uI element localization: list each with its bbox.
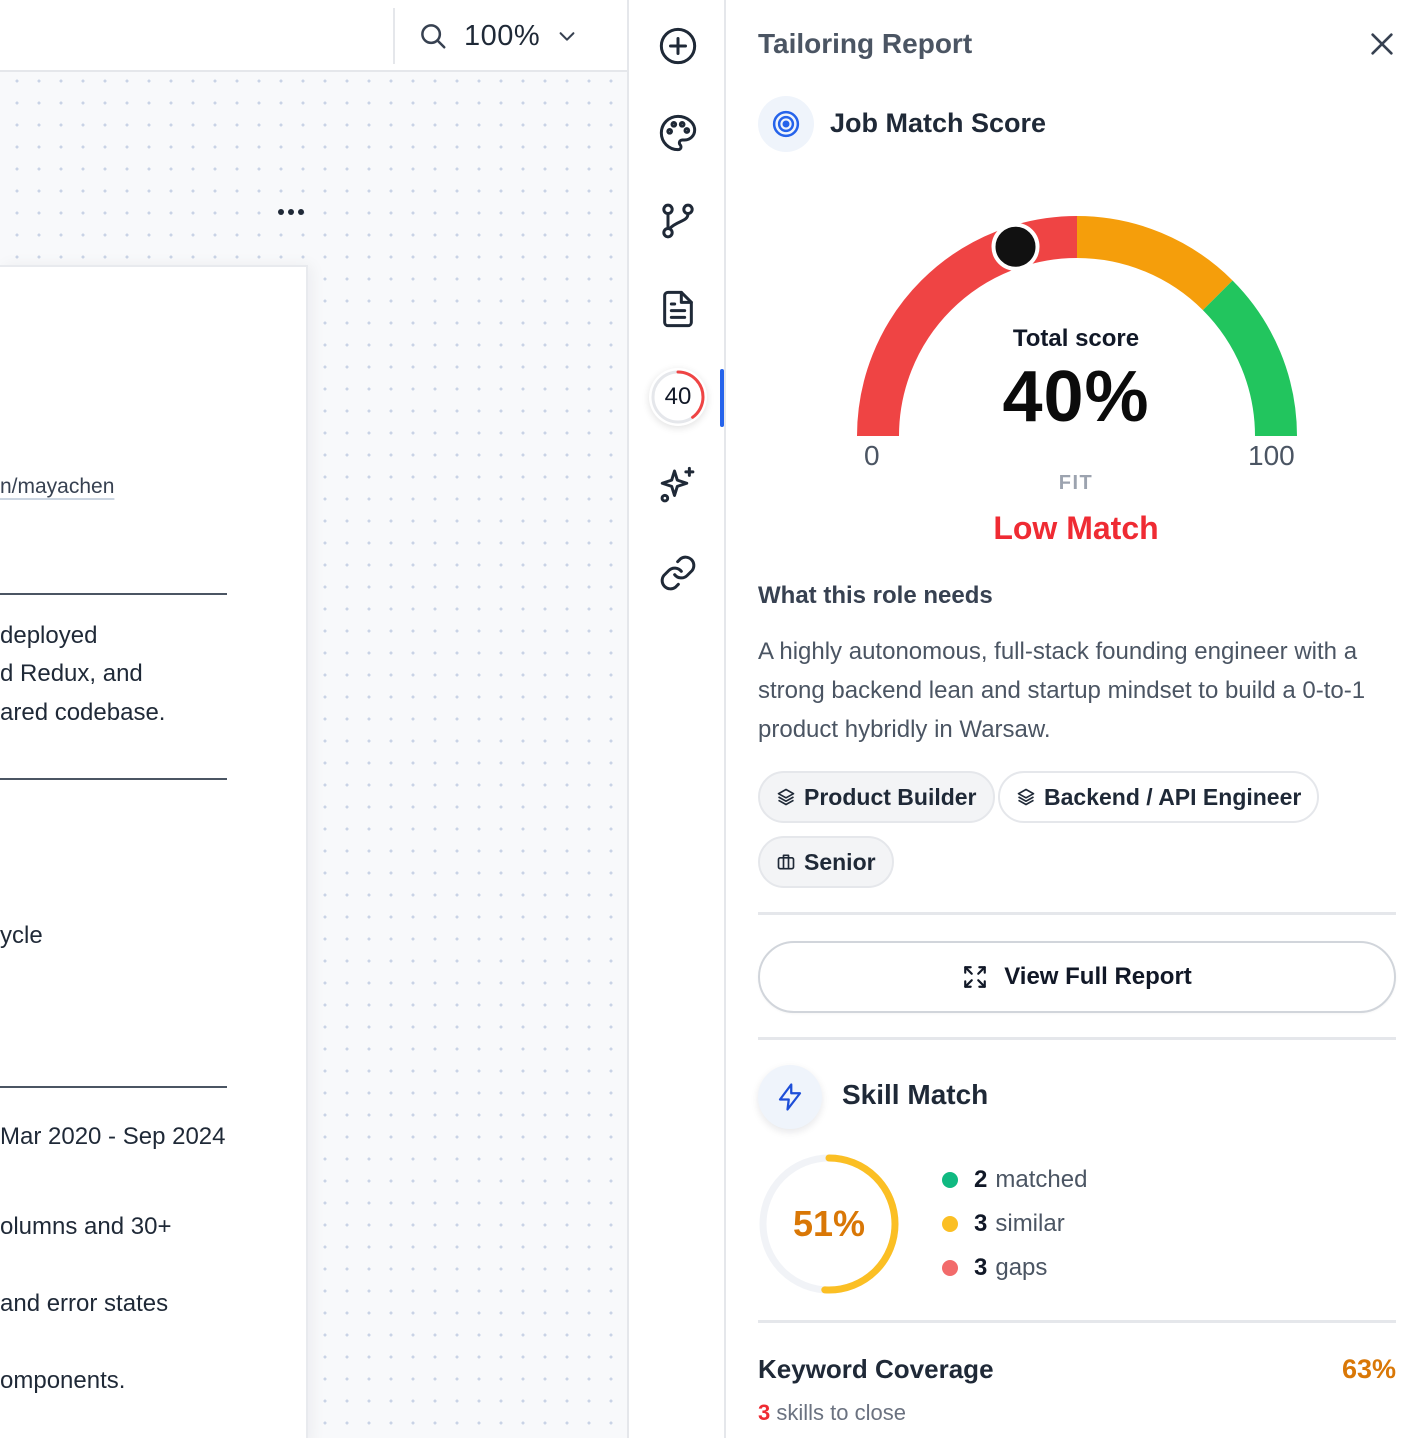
close-icon[interactable] [1366,28,1398,60]
job-match-badge [758,96,814,152]
view-full-report-label: View Full Report [1004,963,1192,990]
role-needs-heading: What this role needs [758,582,993,609]
canvas-toolbar: 100% [0,0,627,72]
expand-icon [964,966,987,988]
chevron-down-icon [559,32,575,41]
summary-line: ared codebase. [0,699,166,726]
total-score-label: Total score [1012,325,1140,352]
tag-label: Backend / API Engineer [1044,783,1302,810]
branch-icon [662,203,694,239]
section-divider [758,1320,1396,1323]
search-icon [421,24,446,49]
briefcase-icon [777,854,795,870]
gauge-high-segment [1202,280,1297,437]
profile-link[interactable]: n/mayachen [0,475,115,498]
job-dates: Mar 2020 - Sep 2024 [0,1123,226,1150]
ai-button[interactable] [657,464,699,506]
add-button[interactable] [657,25,699,67]
skills-to-close-label: skills to close [770,1400,906,1425]
active-indicator [720,369,724,427]
section-divider [758,912,1396,915]
section-divider [0,593,227,595]
experience-line: and error states [0,1290,169,1317]
gauge-max-label: 100 [1248,440,1295,471]
section-divider [0,1086,227,1088]
legend-gaps: 3 gaps [942,1254,1047,1282]
layers-icon [777,788,795,806]
content-button[interactable] [657,288,699,330]
score-button[interactable]: 40 [649,368,707,426]
section-divider [0,778,227,780]
gaps-label: gaps [995,1254,1048,1281]
keyword-coverage-subtext: 3 skills to close [758,1400,906,1426]
sparkle-icon [660,466,695,503]
matched-dot [942,1172,958,1188]
panel-title: Tailoring Report [758,28,973,59]
link-icon [660,555,696,591]
zoom-control[interactable]: 100% [418,18,578,54]
tag-product-builder: Product Builder [758,771,995,823]
skill-match-badge [758,1065,822,1129]
target-icon [772,110,800,138]
matched-label: matched [995,1166,1088,1193]
toolbar-divider [393,8,395,64]
tailoring-report-panel: Tailoring Report Job Match Score Total s… [726,0,1426,1438]
gauge-mid-segment [1076,216,1233,311]
theme-button[interactable] [657,112,699,154]
lightning-icon [778,1083,802,1111]
similar-count: 3 [974,1210,988,1237]
more-options-icon[interactable] [278,196,308,216]
resume-page: n/mayachen deployed d Redux, and ared co… [0,265,308,1438]
skill-match-donut [759,1154,899,1294]
gaps-dot [942,1260,958,1276]
total-score-value: 40% [1002,357,1150,437]
score-badge-value: 40 [664,383,692,410]
add-icon [659,27,697,65]
tag-label: Product Builder [804,783,977,810]
gauge-min-label: 0 [864,440,880,471]
job-match-heading: Job Match Score [830,108,1047,138]
share-button[interactable] [657,552,699,594]
view-full-report-button[interactable]: View Full Report [758,941,1396,1013]
matched-count: 2 [974,1166,988,1193]
section-divider [758,1037,1396,1040]
skills-line: ycle [0,922,43,949]
skill-match-percent: 51% [792,1203,866,1244]
editor-canvas: 100% n/mayachen deployed d Redux, and ar… [0,0,629,1438]
layers-icon [1017,788,1035,806]
skill-match-heading: Skill Match [842,1079,989,1110]
tag-backend-api-engineer: Backend / API Engineer [998,771,1320,823]
gaps-count: 3 [974,1254,988,1281]
keyword-coverage-heading: Keyword Coverage [758,1354,994,1384]
versions-button[interactable] [657,200,699,242]
tool-rail: 40 [629,0,726,1438]
match-level-label: Low Match [993,510,1159,546]
skill-match-arc [759,1154,899,1294]
fit-label: FIT [1058,472,1094,494]
tag-senior: Senior [758,836,894,888]
summary-line: deployed [0,622,98,649]
zoom-value: 100% [464,19,541,52]
tag-label: Senior [804,848,876,875]
role-needs-description: A highly autonomous, full-stack founding… [758,638,1366,743]
gauge-marker [991,222,1040,271]
palette-icon [659,114,697,152]
legend-matched: 2 matched [942,1166,1087,1194]
score-ring-icon [651,370,705,424]
summary-line: d Redux, and [0,660,143,687]
similar-dot [942,1216,958,1232]
document-icon [663,290,693,328]
similar-label: similar [995,1210,1065,1237]
score-gauge [857,216,1297,437]
skills-to-close-count: 3 [758,1400,771,1425]
experience-line: omponents. [0,1367,126,1394]
experience-line: olumns and 30+ [0,1213,172,1240]
legend-similar: 3 similar [942,1210,1065,1238]
keyword-coverage-percent: 63% [1341,1354,1396,1384]
